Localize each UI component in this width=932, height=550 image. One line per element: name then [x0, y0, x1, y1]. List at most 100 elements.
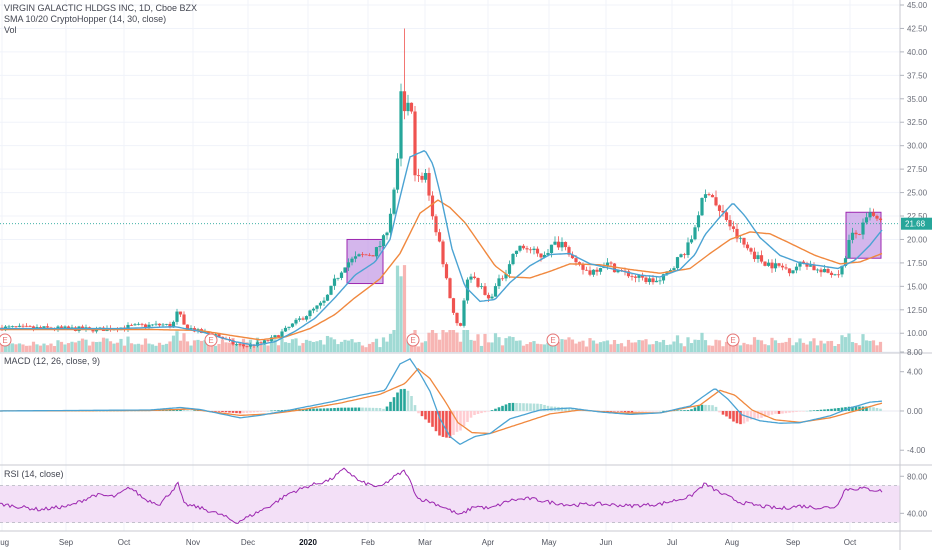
macd-histogram-bar: [609, 410, 613, 412]
macd-histogram-bar: [224, 410, 228, 413]
price-tick-label: 45.00: [907, 1, 928, 10]
candle-body: [287, 326, 291, 328]
price-tick-label: 17.50: [907, 259, 928, 268]
candle-body: [311, 308, 316, 311]
volume-bar: [833, 345, 837, 352]
time-tick-label: Feb: [361, 538, 375, 547]
candle-body: [315, 305, 319, 309]
macd-histogram-bar: [721, 410, 725, 415]
macd-histogram-bar: [466, 410, 469, 422]
candle-body: [374, 247, 379, 257]
macd-histogram-bar: [291, 409, 294, 411]
rsi-band: [0, 485, 900, 523]
volume-bar: [476, 334, 480, 352]
candle-body: [721, 210, 725, 213]
macd-histogram-bar: [343, 407, 347, 411]
volume-bar: [94, 342, 99, 352]
price-tick-label: 30.00: [907, 142, 928, 151]
volume-bar: [374, 338, 379, 352]
macd-histogram-bar: [781, 410, 784, 414]
volume-bar: [637, 339, 641, 352]
candle-body: [598, 268, 603, 272]
candle-body: [42, 326, 46, 328]
candle-body: [469, 276, 473, 280]
volume-bar: [738, 345, 743, 352]
volume-bar: [511, 337, 515, 352]
macd-histogram-bar: [497, 407, 501, 411]
candle-body: [413, 111, 417, 176]
candle-body: [290, 323, 295, 327]
volume-bar: [416, 346, 421, 352]
price-tick-label: 20.00: [907, 235, 928, 244]
volume-bar: [224, 342, 228, 352]
volume-bar: [532, 341, 536, 352]
rsi-panel: [0, 467, 883, 524]
macd-histogram-bar: [480, 410, 483, 414]
volume-bar: [178, 340, 183, 352]
macd-histogram-bar: [277, 410, 280, 411]
candle-body: [213, 334, 218, 336]
volume-bar: [626, 339, 631, 352]
volume-bar: [598, 342, 603, 352]
candle-body: [850, 232, 855, 240]
candle-body: [504, 273, 508, 279]
candle-body: [318, 302, 323, 306]
candle-body: [360, 254, 365, 256]
candle-body: [777, 263, 781, 266]
macd-histogram-bar: [868, 406, 872, 411]
candle-body: [864, 217, 869, 223]
macd-histogram-bar: [406, 390, 410, 411]
volume-bar: [542, 344, 547, 352]
volume-bar: [854, 343, 858, 352]
volume-bar: [546, 342, 550, 352]
volume-bar: [784, 341, 788, 352]
volume-bar: [875, 345, 879, 352]
volume-bar: [500, 345, 505, 352]
volume-bar: [157, 342, 162, 352]
volume-bar: [528, 342, 533, 352]
rsi-tick-label: 40.00: [907, 509, 928, 518]
candle-body: [143, 324, 148, 328]
time-tick-label: Mar: [418, 538, 432, 547]
macd-histogram-bar: [336, 407, 340, 411]
candle-body: [826, 269, 830, 273]
macd-histogram-bar: [522, 403, 525, 411]
candle-body: [857, 234, 862, 235]
macd-tick-label: 0.00: [907, 407, 923, 416]
earnings-marker-label: E: [2, 336, 7, 345]
volume-bar: [728, 339, 732, 352]
volume-bar: [35, 344, 39, 352]
volume-bar: [21, 344, 25, 352]
candle-body: [350, 258, 354, 263]
candle-body: [553, 241, 557, 245]
price-tick-label: 40.00: [907, 48, 928, 57]
volume-bar: [609, 344, 613, 352]
candle-body: [868, 212, 872, 218]
volume-bar: [399, 276, 403, 352]
macd-histogram-bar: [707, 405, 711, 411]
volume-bar: [168, 341, 172, 352]
candle-body: [668, 270, 673, 272]
candle-body: [696, 215, 701, 228]
time-tick-label: Nov: [186, 538, 200, 547]
volume-bar: [297, 345, 302, 352]
candle-body: [833, 274, 837, 276]
macd-histogram-bar: [620, 410, 623, 412]
volume-bar: [420, 342, 424, 352]
volume-bar: [17, 343, 22, 352]
volume-bar: [556, 341, 561, 352]
candle-body: [59, 326, 64, 328]
macd-histogram-bar: [564, 407, 567, 411]
candle-body: [521, 245, 526, 249]
volume-bar: [427, 332, 431, 352]
macd-histogram-bar: [238, 410, 242, 414]
macd-histogram-bar: [494, 408, 497, 411]
volume-bar: [31, 341, 36, 352]
volume-bar: [84, 339, 88, 352]
time-tick-label: Aug: [725, 538, 739, 547]
volume-bar: [140, 344, 144, 352]
volume-bar: [651, 344, 655, 352]
volume-bar: [210, 341, 214, 352]
volume-bar: [409, 342, 414, 352]
volume-bar: [154, 345, 158, 352]
